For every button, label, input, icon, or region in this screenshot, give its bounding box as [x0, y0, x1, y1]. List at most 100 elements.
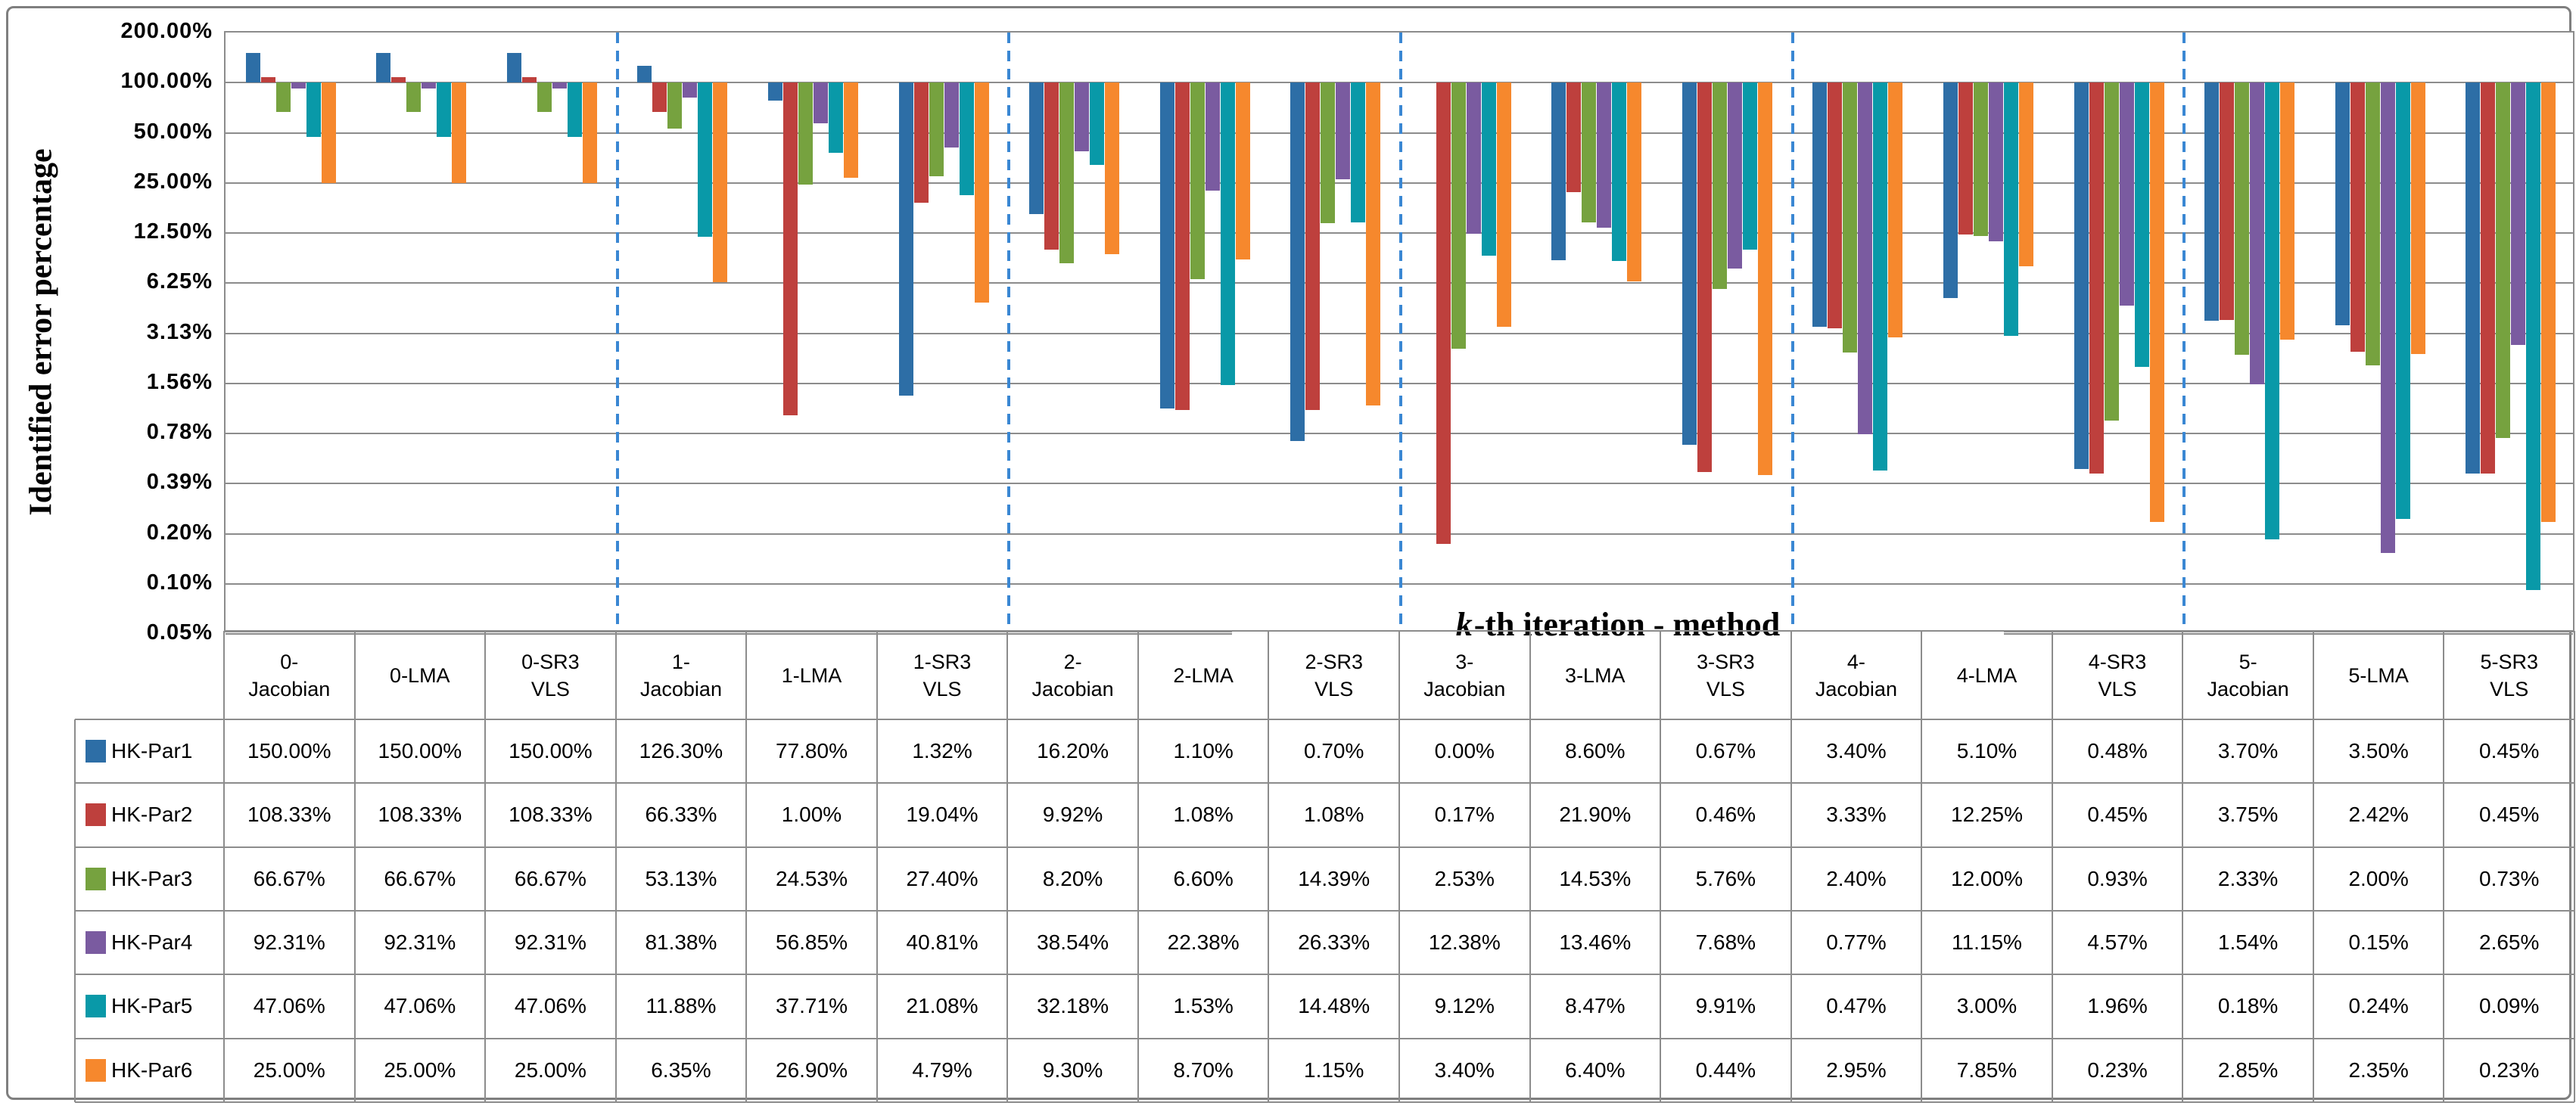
table-cell-HK-Par2-1-SR3 VLS: 19.04%	[906, 803, 978, 827]
table-cell-HK-Par2-1-LMA: 1.00%	[781, 803, 842, 827]
legend-label: HK-Par1	[111, 739, 193, 763]
table-cell-HK-Par6-1-Jacobian: 6.35%	[651, 1058, 711, 1082]
table-cell-HK-Par5-0-Jacobian: 47.06%	[253, 994, 325, 1018]
bar-HK-Par2-4-SR3 VLS	[2089, 82, 2104, 474]
table-row-border	[75, 846, 2574, 848]
x-axis-title-rest: -th iteration - method	[1473, 605, 1781, 643]
table-cell-HK-Par6-5-SR3 VLS: 0.23%	[2479, 1058, 2540, 1082]
bar-HK-Par6-2-SR3 VLS	[1366, 82, 1381, 406]
table-cell-HK-Par2-2-LMA: 1.08%	[1173, 803, 1234, 827]
table-cell-HK-Par1-4-SR3 VLS: 0.48%	[2087, 739, 2148, 763]
bar-HK-Par2-0-SR3 VLS	[521, 76, 537, 83]
bar-HK-Par2-3-LMA	[1566, 82, 1582, 193]
bar-HK-Par3-2-SR3 VLS	[1321, 82, 1336, 223]
table-header-4-Jacobian: 4- Jacobian	[1815, 650, 1897, 700]
table-cell-HK-Par4-2-LMA: 22.38%	[1167, 930, 1240, 955]
table-cell-HK-Par2-5-SR3 VLS: 0.45%	[2479, 803, 2540, 827]
table-cell-HK-Par1-2-SR3 VLS: 0.70%	[1304, 739, 1364, 763]
y-tick-label: 3.13%	[146, 319, 213, 344]
table-cell-HK-Par6-2-SR3 VLS: 1.15%	[1304, 1058, 1364, 1082]
table-cell-HK-Par1-5-SR3 VLS: 0.45%	[2479, 739, 2540, 763]
bar-HK-Par4-2-Jacobian	[1075, 82, 1090, 152]
table-cell-HK-Par1-0-LMA: 150.00%	[378, 739, 462, 763]
table-cell-HK-Par1-4-LMA: 5.10%	[1956, 739, 2018, 763]
bar-HK-Par1-4-Jacobian	[1812, 82, 1828, 328]
bar-HK-Par6-3-SR3 VLS	[1757, 82, 1772, 475]
table-cell-HK-Par6-2-LMA: 8.70%	[1173, 1058, 1234, 1082]
table-cell-HK-Par6-5-Jacobian: 2.85%	[2217, 1058, 2279, 1082]
table-cell-HK-Par2-3-LMA: 21.90%	[1559, 803, 1632, 827]
legend-key-HK-Par4	[86, 931, 106, 955]
table-cell-HK-Par1-0-Jacobian: 150.00%	[247, 739, 331, 763]
legend-cell-HK-Par4: HK-Par4	[75, 911, 224, 974]
y-tick-label: 0.10%	[146, 570, 213, 595]
bar-HK-Par3-1-SR3 VLS	[929, 82, 944, 176]
legend-key-HK-Par1	[86, 740, 106, 763]
bar-HK-Par4-5-Jacobian	[2250, 82, 2265, 385]
legend-key-HK-Par2	[86, 803, 106, 827]
table-cell-HK-Par4-5-Jacobian: 1.54%	[2217, 930, 2279, 955]
y-tick-label: 100.00%	[120, 69, 213, 94]
y-tick-label: 50.00%	[133, 119, 213, 144]
table-header-0-SR3 VLS: 0-SR3 VLS	[521, 650, 580, 700]
table-cell-HK-Par6-1-LMA: 26.90%	[776, 1058, 848, 1082]
table-cell-HK-Par4-4-LMA: 11.15%	[1952, 930, 2022, 955]
legend-cell-HK-Par3: HK-Par3	[75, 847, 224, 911]
bar-HK-Par1-3-SR3 VLS	[1682, 82, 1697, 445]
bar-HK-Par5-2-Jacobian	[1090, 82, 1105, 165]
bar-HK-Par1-1-Jacobian	[637, 65, 652, 83]
table-column-border	[2574, 631, 2575, 1102]
y-tick-label: 12.50%	[133, 219, 213, 244]
bar-HK-Par3-1-LMA	[798, 82, 813, 185]
table-cell-HK-Par5-2-Jacobian: 32.18%	[1037, 994, 1109, 1018]
bar-HK-Par5-4-LMA	[2004, 82, 2018, 337]
table-cell-HK-Par5-0-SR3 VLS: 47.06%	[514, 994, 586, 1018]
table-cell-HK-Par4-0-LMA: 92.31%	[384, 930, 456, 955]
table-cell-HK-Par1-2-Jacobian: 16.20%	[1037, 739, 1109, 763]
table-cell-HK-Par1-3-LMA: 8.60%	[1565, 739, 1626, 763]
table-cell-HK-Par3-4-SR3 VLS: 0.93%	[2087, 866, 2148, 890]
bar-HK-Par4-4-Jacobian	[1858, 82, 1873, 435]
bar-HK-Par5-3-Jacobian	[1481, 82, 1496, 256]
bar-HK-Par5-4-SR3 VLS	[2134, 82, 2149, 368]
table-cell-HK-Par3-0-SR3 VLS: 66.67%	[514, 866, 586, 890]
bar-HK-Par6-5-Jacobian	[2280, 82, 2295, 340]
table-column-border	[2182, 631, 2184, 1102]
y-tick-label: 25.00%	[133, 169, 213, 194]
table-cell-HK-Par5-1-LMA: 37.71%	[776, 994, 848, 1018]
table-column-border	[353, 631, 356, 1102]
table-column-border	[1398, 631, 1400, 1102]
table-cell-HK-Par6-0-SR3 VLS: 25.00%	[514, 1058, 586, 1082]
bar-HK-Par3-4-SR3 VLS	[2104, 82, 2119, 421]
table-cell-HK-Par3-2-Jacobian: 8.20%	[1042, 866, 1103, 890]
table-cell-HK-Par4-3-SR3 VLS: 7.68%	[1695, 930, 1756, 955]
bar-HK-Par2-2-SR3 VLS	[1305, 82, 1321, 411]
group-separator	[2182, 33, 2186, 631]
bar-HK-Par3-0-Jacobian	[275, 82, 291, 112]
table-header-3-Jacobian: 3- Jacobian	[1423, 650, 1506, 700]
table-column-border	[1268, 631, 1270, 1102]
table-cell-HK-Par4-4-SR3 VLS: 4.57%	[2087, 930, 2148, 955]
bar-HK-Par3-3-LMA	[1582, 82, 1597, 222]
table-cell-HK-Par2-0-SR3 VLS: 108.33%	[509, 803, 593, 827]
table-column-border	[223, 631, 225, 1102]
table-column-border	[1790, 631, 1792, 1102]
y-tick-label: 0.39%	[146, 470, 213, 495]
table-cell-HK-Par2-1-Jacobian: 66.33%	[645, 803, 717, 827]
table-cell-HK-Par3-0-Jacobian: 66.67%	[253, 866, 325, 890]
table-cell-HK-Par1-4-Jacobian: 3.40%	[1826, 739, 1887, 763]
table-cell-HK-Par3-2-SR3 VLS: 14.39%	[1298, 866, 1370, 890]
table-cell-HK-Par3-4-LMA: 12.00%	[1951, 866, 2023, 890]
table-cell-HK-Par3-3-LMA: 14.53%	[1559, 866, 1632, 890]
table-cell-HK-Par3-1-Jacobian: 53.13%	[645, 866, 717, 890]
bar-HK-Par6-5-SR3 VLS	[2541, 82, 2556, 522]
table-column-border	[2312, 631, 2314, 1102]
table-cell-HK-Par2-3-Jacobian: 0.17%	[1434, 803, 1495, 827]
bar-HK-Par3-2-LMA	[1190, 82, 1205, 280]
table-column-border	[484, 631, 487, 1102]
table-column-border	[745, 631, 748, 1102]
bar-HK-Par6-1-LMA	[844, 82, 858, 178]
legend-label: HK-Par6	[111, 1058, 193, 1082]
table-cell-HK-Par1-1-SR3 VLS: 1.32%	[912, 739, 972, 763]
